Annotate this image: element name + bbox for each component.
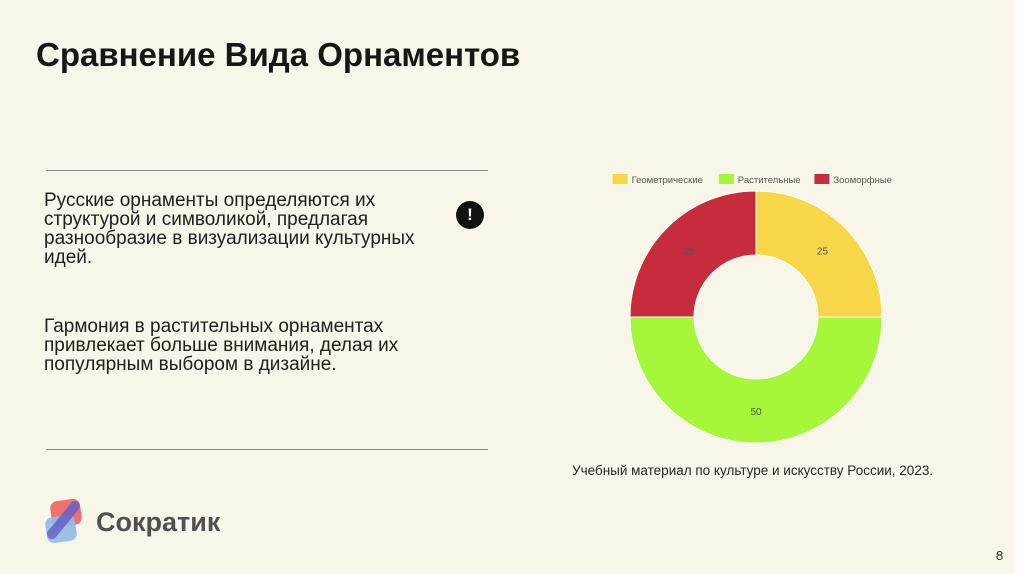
socratik-logo-icon [45,498,82,544]
exclamation-icon: ! [456,201,484,229]
top-divider [46,170,488,171]
slice-1 [629,316,883,444]
legend-swatch-1 [718,174,734,184]
legend-label-1: Растительные [738,175,801,186]
page-number: 8 [996,548,1004,563]
right-edge [1014,0,1024,574]
data-label-0: 25 [817,247,829,258]
slice-0 [755,190,883,318]
legend-label-2: Зооморфные [833,175,892,186]
chart-data-labels: 25 50 25 [684,247,828,418]
data-label-2: 25 [684,247,696,258]
chart-legend: Геометрические Растительные Зооморфные [612,174,892,186]
paragraph-structure: Русские орнаменты определяются их структ… [44,190,415,268]
legend-swatch-2 [814,174,830,184]
source-caption: Учебный материал по культуре и искусству… [572,463,934,478]
legend-swatch-0 [612,174,628,184]
bottom-divider [46,449,488,450]
slice-2 [629,190,757,318]
chart-slices [629,190,883,444]
doughnut-chart: Геометрические Растительные Зооморфные 25 5… [612,174,892,444]
slide-title: Сравнение Вида Орнаментов [36,36,521,73]
brand-name: Сократик [96,507,221,537]
paragraph-harmony: Гармония в растительных орнаментах привл… [44,316,399,375]
data-label-1: 50 [750,407,762,418]
legend-label-0: Геометрические [632,175,703,186]
